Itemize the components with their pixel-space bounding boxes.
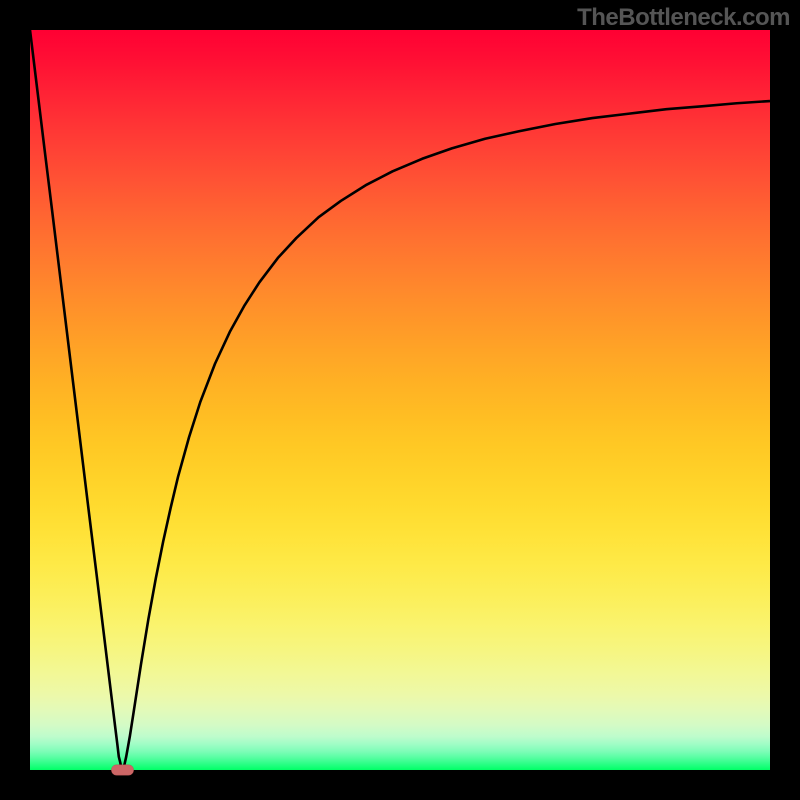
bottleneck-chart [0, 0, 800, 800]
optimal-point-marker [111, 765, 133, 775]
watermark-text: TheBottleneck.com [577, 4, 790, 32]
